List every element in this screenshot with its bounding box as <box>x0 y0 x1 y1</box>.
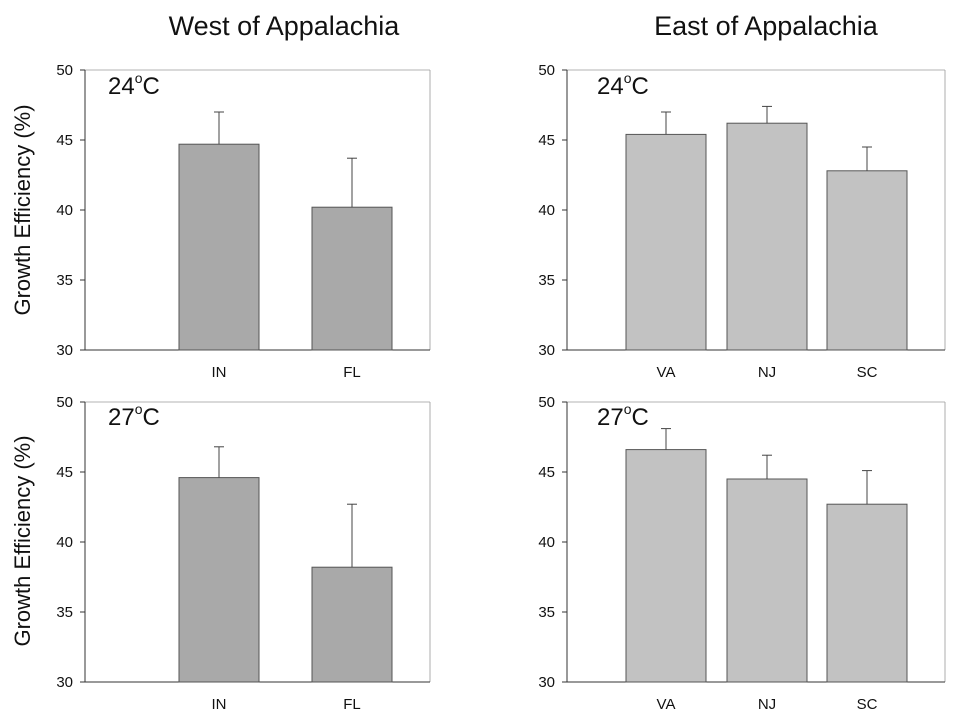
y-tick-label: 35 <box>538 604 555 621</box>
y-tick-label: 40 <box>56 202 73 219</box>
chart-panel-4: 30 35 40 45 50 VA NJ SC 27oC <box>538 394 946 711</box>
y-tick-label: 50 <box>56 394 73 411</box>
x-tick-label-in: IN <box>212 696 227 711</box>
bar-nj <box>726 478 808 683</box>
bar-sc <box>826 170 908 351</box>
x-tick-label-va: VA <box>657 696 676 711</box>
y-axis-label-top: Growth Efficiency (%) <box>10 104 35 315</box>
bar-fl <box>311 206 393 351</box>
y-tick-label: 45 <box>56 132 73 149</box>
temperature-annotation: 27oC <box>108 401 160 431</box>
chart-panel-3: 30 35 40 45 50 IN FL 27oC <box>56 394 431 711</box>
chart-panel-1: 30 35 40 45 50 IN FL 24oC <box>56 62 431 381</box>
bar-nj <box>726 122 808 351</box>
y-tick-label: 40 <box>538 202 555 219</box>
x-tick-label-nj: NJ <box>758 696 776 711</box>
temperature-annotation: 24oC <box>108 70 160 100</box>
bar-sc <box>826 503 908 683</box>
temperature-annotation: 27oC <box>597 401 649 431</box>
bar-in <box>178 143 260 351</box>
column-title-west: West of Appalachia <box>169 11 401 41</box>
bar-va <box>625 449 707 683</box>
y-axis-label-bottom: Growth Efficiency (%) <box>10 435 35 646</box>
x-tick-label-nj: NJ <box>758 364 776 381</box>
y-tick-label: 35 <box>538 272 555 289</box>
bar-fl <box>311 566 393 683</box>
y-tick-label: 45 <box>538 464 555 481</box>
y-tick-label: 40 <box>56 534 73 551</box>
y-tick-label: 40 <box>538 534 555 551</box>
y-tick-label: 35 <box>56 272 73 289</box>
y-tick-label: 30 <box>538 674 555 691</box>
temperature-annotation: 24oC <box>597 70 649 100</box>
x-tick-label-in: IN <box>212 364 227 381</box>
y-tick-label: 50 <box>538 394 555 411</box>
y-tick-label: 30 <box>56 342 73 359</box>
bar-va <box>625 133 707 351</box>
chart-panel-2: 30 35 40 45 50 VA NJ SC 24oC <box>538 62 946 381</box>
y-tick-label: 50 <box>538 62 555 79</box>
bar-in <box>178 477 260 683</box>
y-tick-label: 35 <box>56 604 73 621</box>
x-tick-label-sc: SC <box>857 696 878 711</box>
y-tick-label: 45 <box>56 464 73 481</box>
x-tick-label-fl: FL <box>343 364 361 381</box>
x-tick-label-sc: SC <box>857 364 878 381</box>
y-tick-label: 50 <box>56 62 73 79</box>
x-tick-label-fl: FL <box>343 696 361 711</box>
y-tick-label: 30 <box>56 674 73 691</box>
y-tick-label: 30 <box>538 342 555 359</box>
x-tick-label-va: VA <box>657 364 676 381</box>
column-title-east: East of Appalachia <box>654 11 879 41</box>
y-tick-label: 45 <box>538 132 555 149</box>
